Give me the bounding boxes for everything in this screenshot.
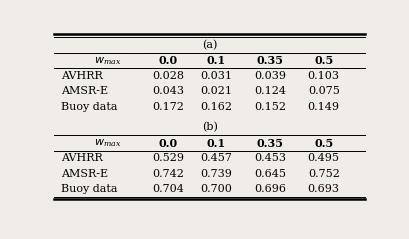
Text: 0.453: 0.453 <box>254 153 286 163</box>
Text: 0.039: 0.039 <box>254 71 286 81</box>
Text: 0.028: 0.028 <box>153 71 184 81</box>
Text: 0.495: 0.495 <box>308 153 340 163</box>
Text: AMSR-E: AMSR-E <box>61 168 108 179</box>
Text: 0.693: 0.693 <box>308 184 340 194</box>
Text: Buoy data: Buoy data <box>61 184 117 194</box>
Text: 0.124: 0.124 <box>254 86 286 96</box>
Text: AVHRR: AVHRR <box>61 153 102 163</box>
Text: Buoy data: Buoy data <box>61 102 117 112</box>
Text: (b): (b) <box>202 122 218 132</box>
Text: $w_\mathregular{max}$: $w_\mathregular{max}$ <box>94 55 122 67</box>
Text: 0.0: 0.0 <box>159 55 178 66</box>
Text: AVHRR: AVHRR <box>61 71 102 81</box>
Text: 0.645: 0.645 <box>254 168 286 179</box>
Text: 0.5: 0.5 <box>314 138 333 149</box>
Text: 0.742: 0.742 <box>153 168 184 179</box>
Text: 0.1: 0.1 <box>207 55 225 66</box>
Text: 0.1: 0.1 <box>207 138 225 149</box>
Text: 0.021: 0.021 <box>200 86 232 96</box>
Text: 0.031: 0.031 <box>200 71 232 81</box>
Text: 0.704: 0.704 <box>153 184 184 194</box>
Text: 0.739: 0.739 <box>200 168 232 179</box>
Text: 0.162: 0.162 <box>200 102 232 112</box>
Text: 0.457: 0.457 <box>200 153 232 163</box>
Text: 0.0: 0.0 <box>159 138 178 149</box>
Text: 0.35: 0.35 <box>256 138 283 149</box>
Text: 0.35: 0.35 <box>256 55 283 66</box>
Text: (a): (a) <box>202 40 217 50</box>
Text: 0.075: 0.075 <box>308 86 339 96</box>
Text: 0.149: 0.149 <box>308 102 340 112</box>
Text: 0.152: 0.152 <box>254 102 286 112</box>
Text: 0.696: 0.696 <box>254 184 286 194</box>
Text: AMSR-E: AMSR-E <box>61 86 108 96</box>
Text: 0.752: 0.752 <box>308 168 339 179</box>
Text: 0.043: 0.043 <box>153 86 184 96</box>
Text: 0.700: 0.700 <box>200 184 232 194</box>
Text: $w_\mathregular{max}$: $w_\mathregular{max}$ <box>94 137 122 149</box>
Text: 0.172: 0.172 <box>153 102 184 112</box>
Text: 0.529: 0.529 <box>153 153 184 163</box>
Text: 0.103: 0.103 <box>308 71 340 81</box>
Text: 0.5: 0.5 <box>314 55 333 66</box>
